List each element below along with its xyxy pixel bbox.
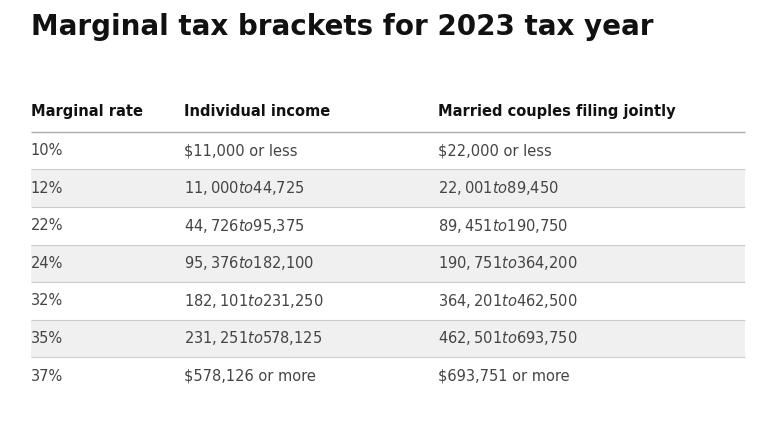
Text: $693,751 or more: $693,751 or more: [438, 368, 569, 384]
Text: Married couples filing jointly: Married couples filing jointly: [438, 104, 675, 119]
Text: Individual income: Individual income: [184, 104, 330, 119]
Text: 35%: 35%: [31, 331, 63, 346]
Text: 10%: 10%: [31, 143, 63, 158]
Text: Marginal tax brackets for 2023 tax year: Marginal tax brackets for 2023 tax year: [31, 13, 654, 41]
Text: $22,000 or less: $22,000 or less: [438, 143, 551, 158]
Text: $231,251 to $578,125: $231,251 to $578,125: [184, 330, 323, 347]
Text: $578,126 or more: $578,126 or more: [184, 368, 316, 384]
Text: $190,751 to $364,200: $190,751 to $364,200: [438, 254, 578, 272]
Text: 37%: 37%: [31, 368, 63, 384]
Text: $182,101 to $231,250: $182,101 to $231,250: [184, 292, 324, 310]
Text: $22,001 to $89,450: $22,001 to $89,450: [438, 179, 558, 197]
Text: 22%: 22%: [31, 218, 63, 233]
Text: $89,451 to $190,750: $89,451 to $190,750: [438, 217, 568, 235]
Text: Marginal rate: Marginal rate: [31, 104, 143, 119]
Text: $11,000 to $44,725: $11,000 to $44,725: [184, 179, 305, 197]
Text: 24%: 24%: [31, 256, 63, 271]
Text: 12%: 12%: [31, 181, 63, 196]
Text: $11,000 or less: $11,000 or less: [184, 143, 298, 158]
Text: $44,726 to $95,375: $44,726 to $95,375: [184, 217, 305, 235]
Text: 32%: 32%: [31, 293, 63, 308]
Text: $462,501 to $693,750: $462,501 to $693,750: [438, 330, 578, 347]
Text: $364,201 to $462,500: $364,201 to $462,500: [438, 292, 578, 310]
Text: $95,376 to $182,100: $95,376 to $182,100: [184, 254, 315, 272]
